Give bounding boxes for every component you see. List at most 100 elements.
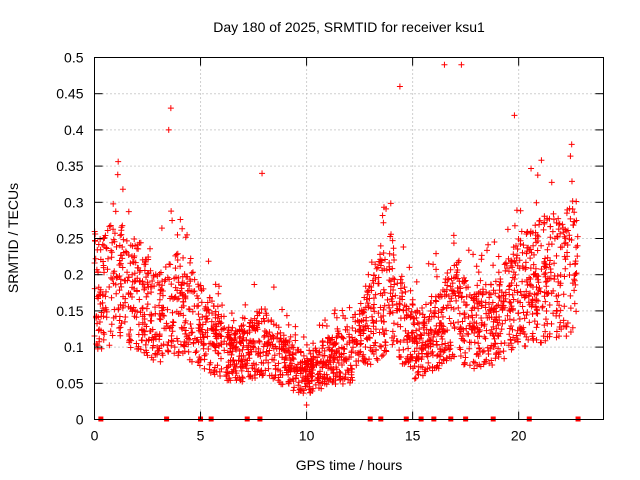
y-tick-label: 0.15 [56,303,83,319]
data-point [411,375,418,382]
data-point [215,343,222,350]
data-point [96,338,103,345]
data-point [172,265,179,272]
data-point [121,277,128,284]
data-point [484,247,491,254]
data-point [393,337,400,344]
data-point [438,341,445,348]
data-point [473,293,480,300]
data-point [170,296,177,303]
data-point [551,272,558,279]
data-point [135,343,142,350]
data-point [504,226,511,233]
data-point [346,304,353,311]
y-tick-label: 0.1 [64,339,84,355]
data-point [456,278,463,285]
data-point [438,333,445,340]
data-point [398,273,405,280]
data-point [544,246,551,253]
data-point [443,305,450,312]
data-point [102,304,109,311]
data-point [213,331,220,338]
data-point [518,228,525,235]
data-point [294,361,301,368]
data-point [553,293,560,300]
data-point [496,281,503,288]
data-point [232,345,239,352]
data-point [514,246,521,253]
data-point [455,319,462,326]
data-point [543,283,550,290]
data-point [110,200,117,207]
data-point [512,271,519,278]
data-point [391,276,398,283]
data-point [168,208,175,215]
data-point [326,357,333,364]
data-point [550,287,557,294]
data-point [509,274,516,281]
data-point [413,327,420,334]
data-point [463,325,470,332]
data-point [239,346,246,353]
data-point [491,335,498,342]
data-point [228,327,235,334]
data-point [165,126,172,133]
data-point [292,375,299,382]
data-point [287,368,294,375]
data-point [254,368,261,375]
data-point [391,281,398,288]
data-point [152,351,159,358]
data-point [200,340,207,347]
data-point [502,267,509,274]
data-point [213,323,220,330]
data-point [314,354,321,361]
data-point [456,289,463,296]
data-point [490,262,497,269]
data-point [111,268,118,275]
data-point [152,310,159,317]
data-point [107,222,114,229]
data-point [282,338,289,345]
data-point [120,293,127,300]
data-point [273,322,280,329]
data-point [116,272,123,279]
data-point [471,359,478,366]
data-point [517,330,524,337]
data-point [313,362,320,369]
data-point [271,374,278,381]
data-point [131,252,138,259]
data-point [557,319,564,326]
data-point [215,350,222,357]
data-point [349,366,356,373]
data-point [116,257,123,264]
data-point [139,278,146,285]
data-point [281,347,288,354]
data-point [428,313,435,320]
data-point [318,385,325,392]
data-point [457,324,464,331]
data-point [382,342,389,349]
y-axis-label: SRMTID / TECUs [5,183,21,293]
data-point [190,340,197,347]
data-point [232,367,239,374]
data-point [571,209,578,216]
data-point [541,213,548,220]
data-point [427,300,434,307]
data-point [346,333,353,340]
data-point [433,250,440,257]
data-point [262,367,269,374]
data-point [423,326,430,333]
data-point [561,240,568,247]
data-point [482,335,489,342]
data-point [542,337,549,344]
data-point [117,252,124,259]
data-point [122,248,129,255]
data-point [447,339,454,346]
data-point [483,327,490,334]
data-point [199,313,206,320]
data-point [485,241,492,248]
data-point [574,233,581,240]
data-point [447,266,454,273]
data-point [348,371,355,378]
